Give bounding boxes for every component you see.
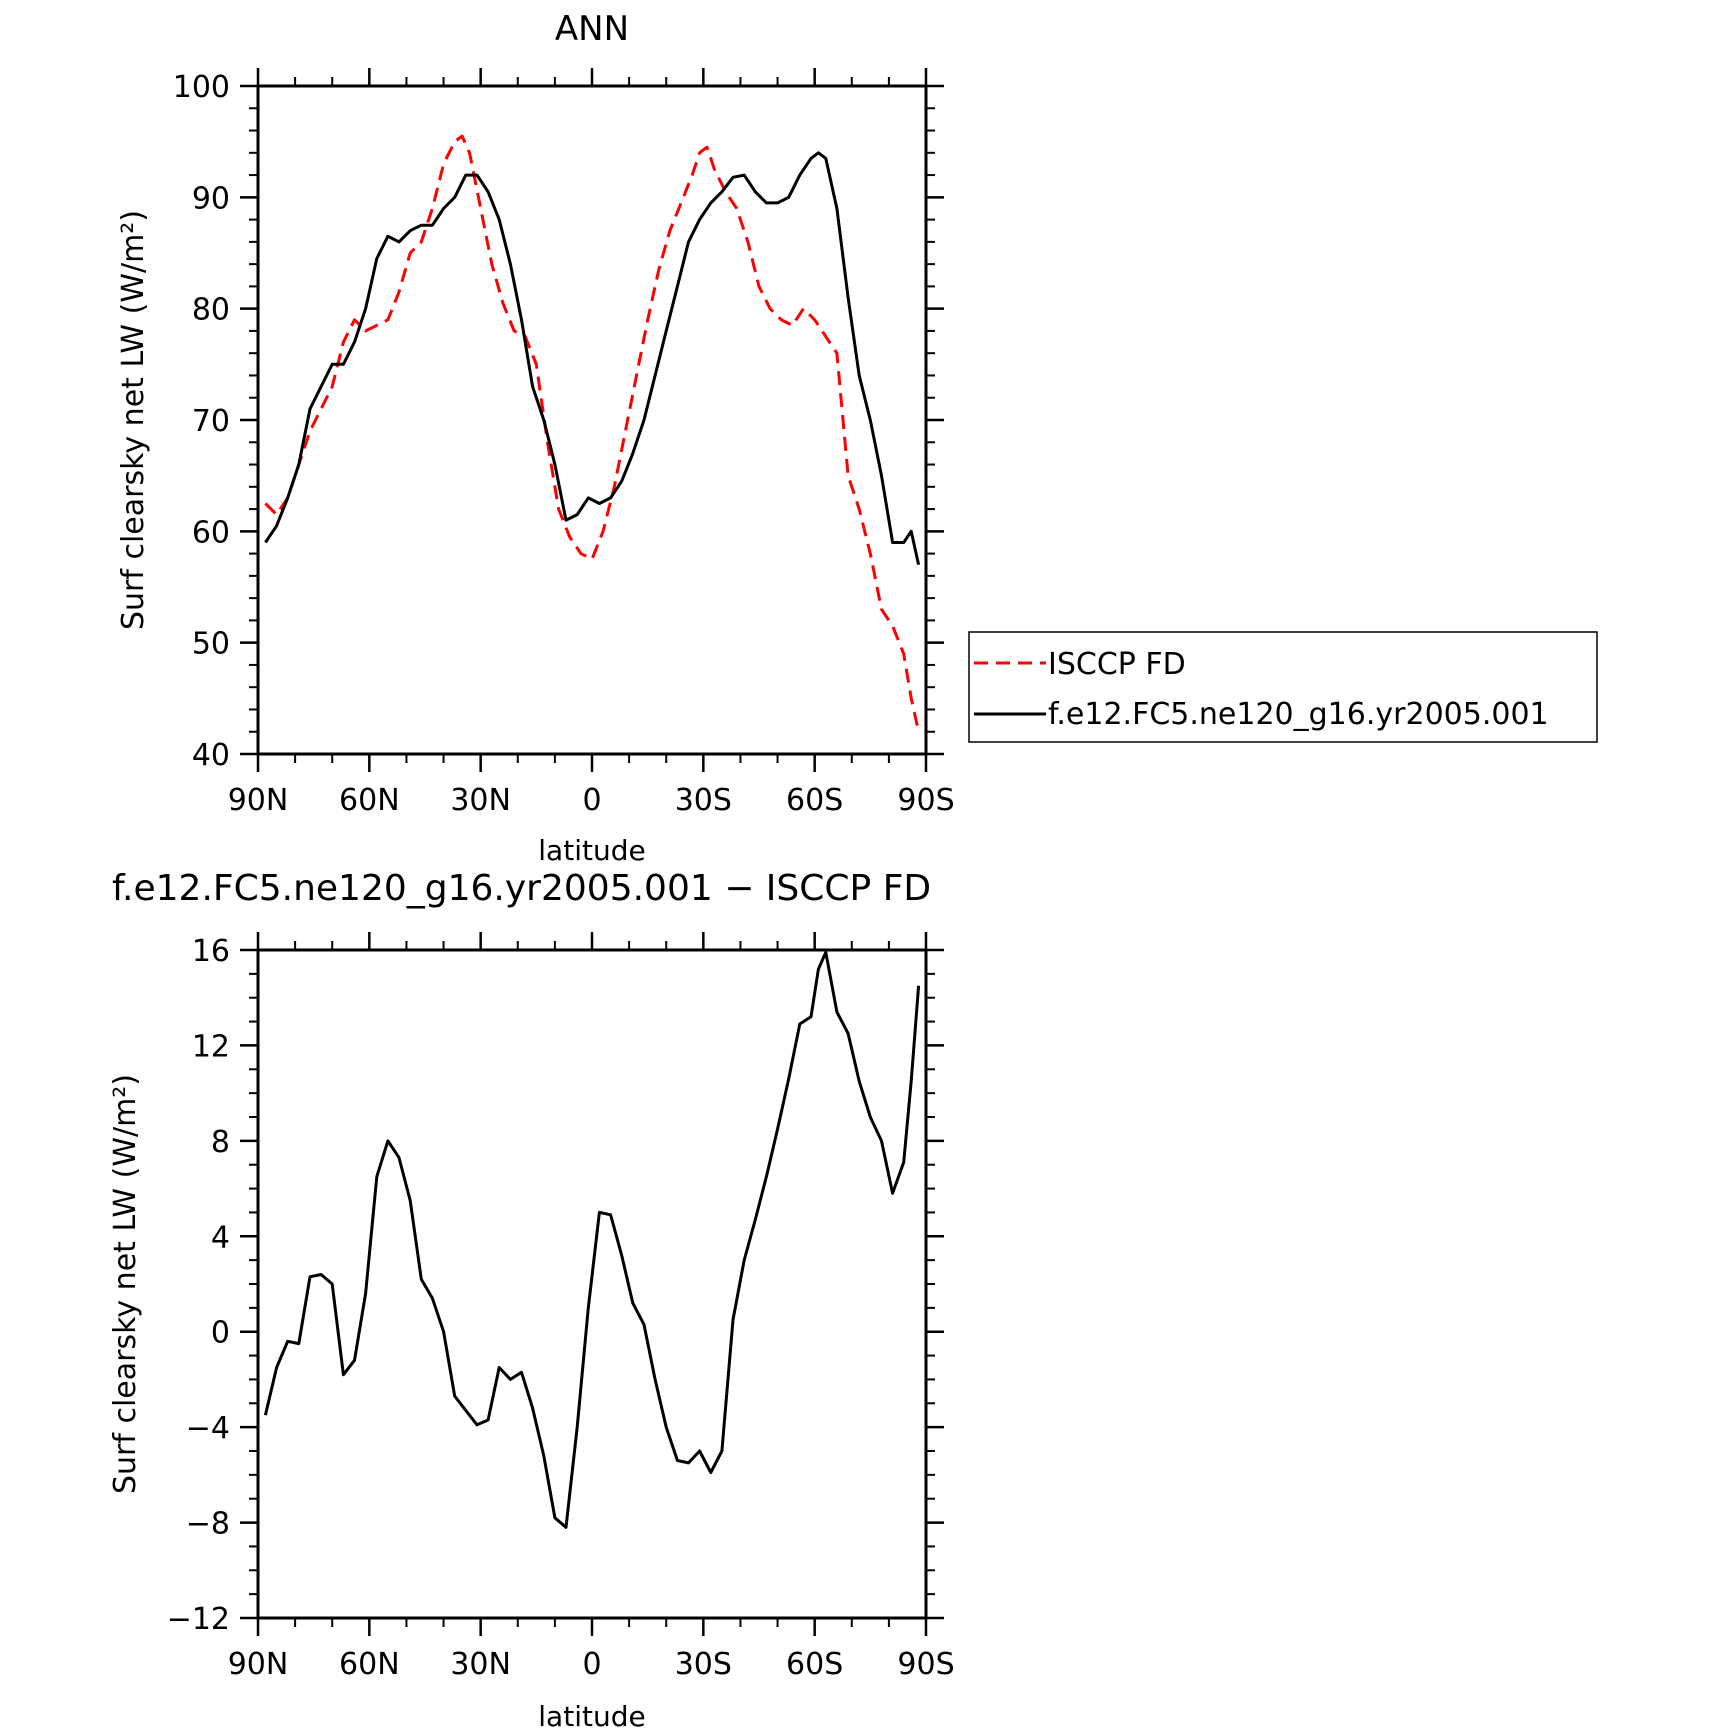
panel-2-series [263, 950, 921, 1529]
panel-1: ANN 90N 60N 30N 0 30S 60S 90S 40 50 60 70 80 90 100 l… [116, 9, 1598, 867]
series-line-model [264, 151, 921, 566]
panel-2-plot-frame [256, 948, 928, 1620]
panel-1-tick-labels: 90N 60N 30N 0 30S 60S 90S 40 50 60 70 80 90 100 [173, 70, 955, 818]
y-tick-label: −12 [167, 1602, 230, 1637]
y-tick-label: 80 [192, 293, 230, 328]
panel-1-plot-frame [256, 84, 928, 756]
x-tick-label: 30N [450, 1647, 511, 1682]
y-tick-label: 60 [192, 515, 230, 550]
panel-2: f.e12.FC5.ne120_g16.yr2005.001 − ISCCP F… [108, 868, 955, 1733]
legend-label-isccp: ISCCP FD [1048, 647, 1186, 682]
x-tick-label: 60S [786, 1647, 843, 1682]
y-tick-label: 50 [192, 627, 230, 662]
y-tick-label: 12 [192, 1029, 230, 1064]
legend-label-model: f.e12.FC5.ne120_g16.yr2005.001 [1048, 697, 1549, 732]
x-tick-label: 90N [228, 783, 289, 818]
y-tick-label: 8 [211, 1125, 230, 1160]
panel-2-x-axis-label: latitude [538, 1700, 645, 1733]
x-tick-label: 0 [582, 783, 601, 818]
panel-1-ticks [240, 68, 944, 772]
x-tick-label: 90S [897, 783, 954, 818]
x-tick-label: 90N [228, 1647, 289, 1682]
x-tick-label: 0 [582, 1647, 601, 1682]
legend-box [968, 631, 1598, 743]
x-tick-label: 90S [897, 1647, 954, 1682]
x-tick-label: 60N [339, 1647, 400, 1682]
y-tick-label: 70 [192, 404, 230, 439]
series-line-isccp [264, 134, 921, 733]
y-tick-label: 90 [192, 181, 230, 216]
panel-1-x-axis-label: latitude [538, 834, 645, 867]
y-tick-label: 16 [192, 934, 230, 969]
panel-1-series [264, 134, 921, 733]
y-tick-label: 40 [192, 738, 230, 773]
y-tick-label: −8 [186, 1507, 230, 1542]
x-tick-label: 60S [786, 783, 843, 818]
panel-1-y-axis-label: Surf clearsky net LW (W/m²) [116, 210, 151, 630]
series-line-difference [263, 950, 921, 1529]
x-tick-label: 60N [339, 783, 400, 818]
legend: ISCCP FD f.e12.FC5.ne120_g16.yr2005.001 [968, 631, 1598, 743]
panel-1-title: ANN [555, 9, 629, 49]
x-tick-label: 30N [450, 783, 511, 818]
y-tick-label: 100 [173, 70, 230, 105]
y-tick-label: −4 [186, 1411, 230, 1446]
panel-2-title: f.e12.FC5.ne120_g16.yr2005.001 − ISCCP F… [112, 868, 931, 909]
panel-2-tick-labels: 90N 60N 30N 0 30S 60S 90S −12 −8 −4 0 4 8 12 16 [167, 934, 955, 1682]
y-tick-label: 0 [211, 1316, 230, 1351]
y-tick-label: 4 [211, 1220, 230, 1255]
x-tick-label: 30S [675, 783, 732, 818]
panel-2-y-axis-label: Surf clearsky net LW (W/m²) [108, 1074, 143, 1494]
x-tick-label: 30S [675, 1647, 732, 1682]
